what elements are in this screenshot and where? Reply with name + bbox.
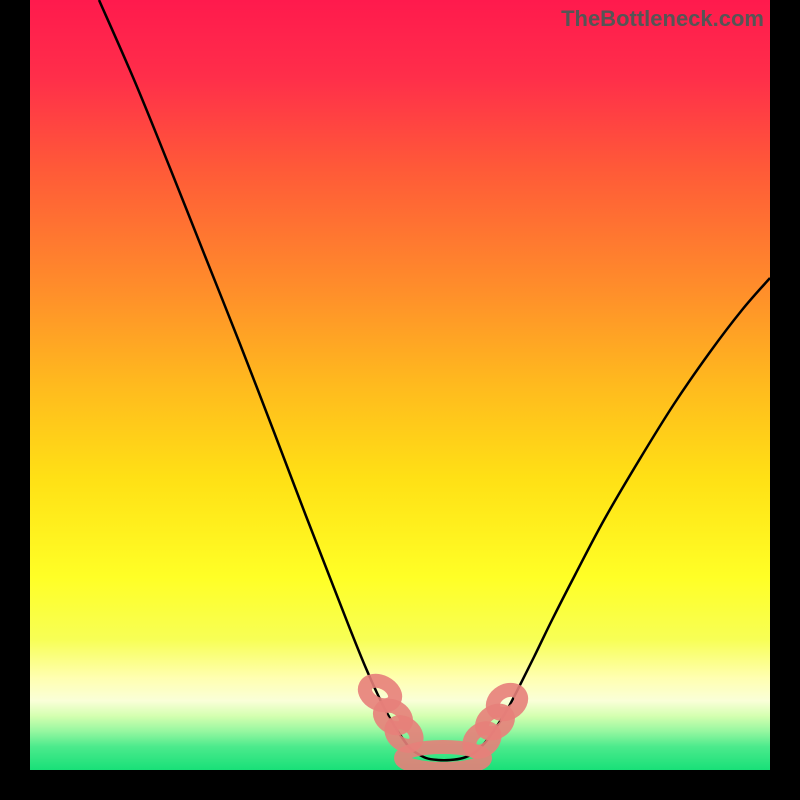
watermark-text: TheBottleneck.com [561, 6, 764, 32]
bottleneck-curve [99, 0, 770, 760]
highlight-marker [489, 685, 526, 719]
curve-svg [30, 0, 770, 770]
plot-area [30, 0, 770, 770]
